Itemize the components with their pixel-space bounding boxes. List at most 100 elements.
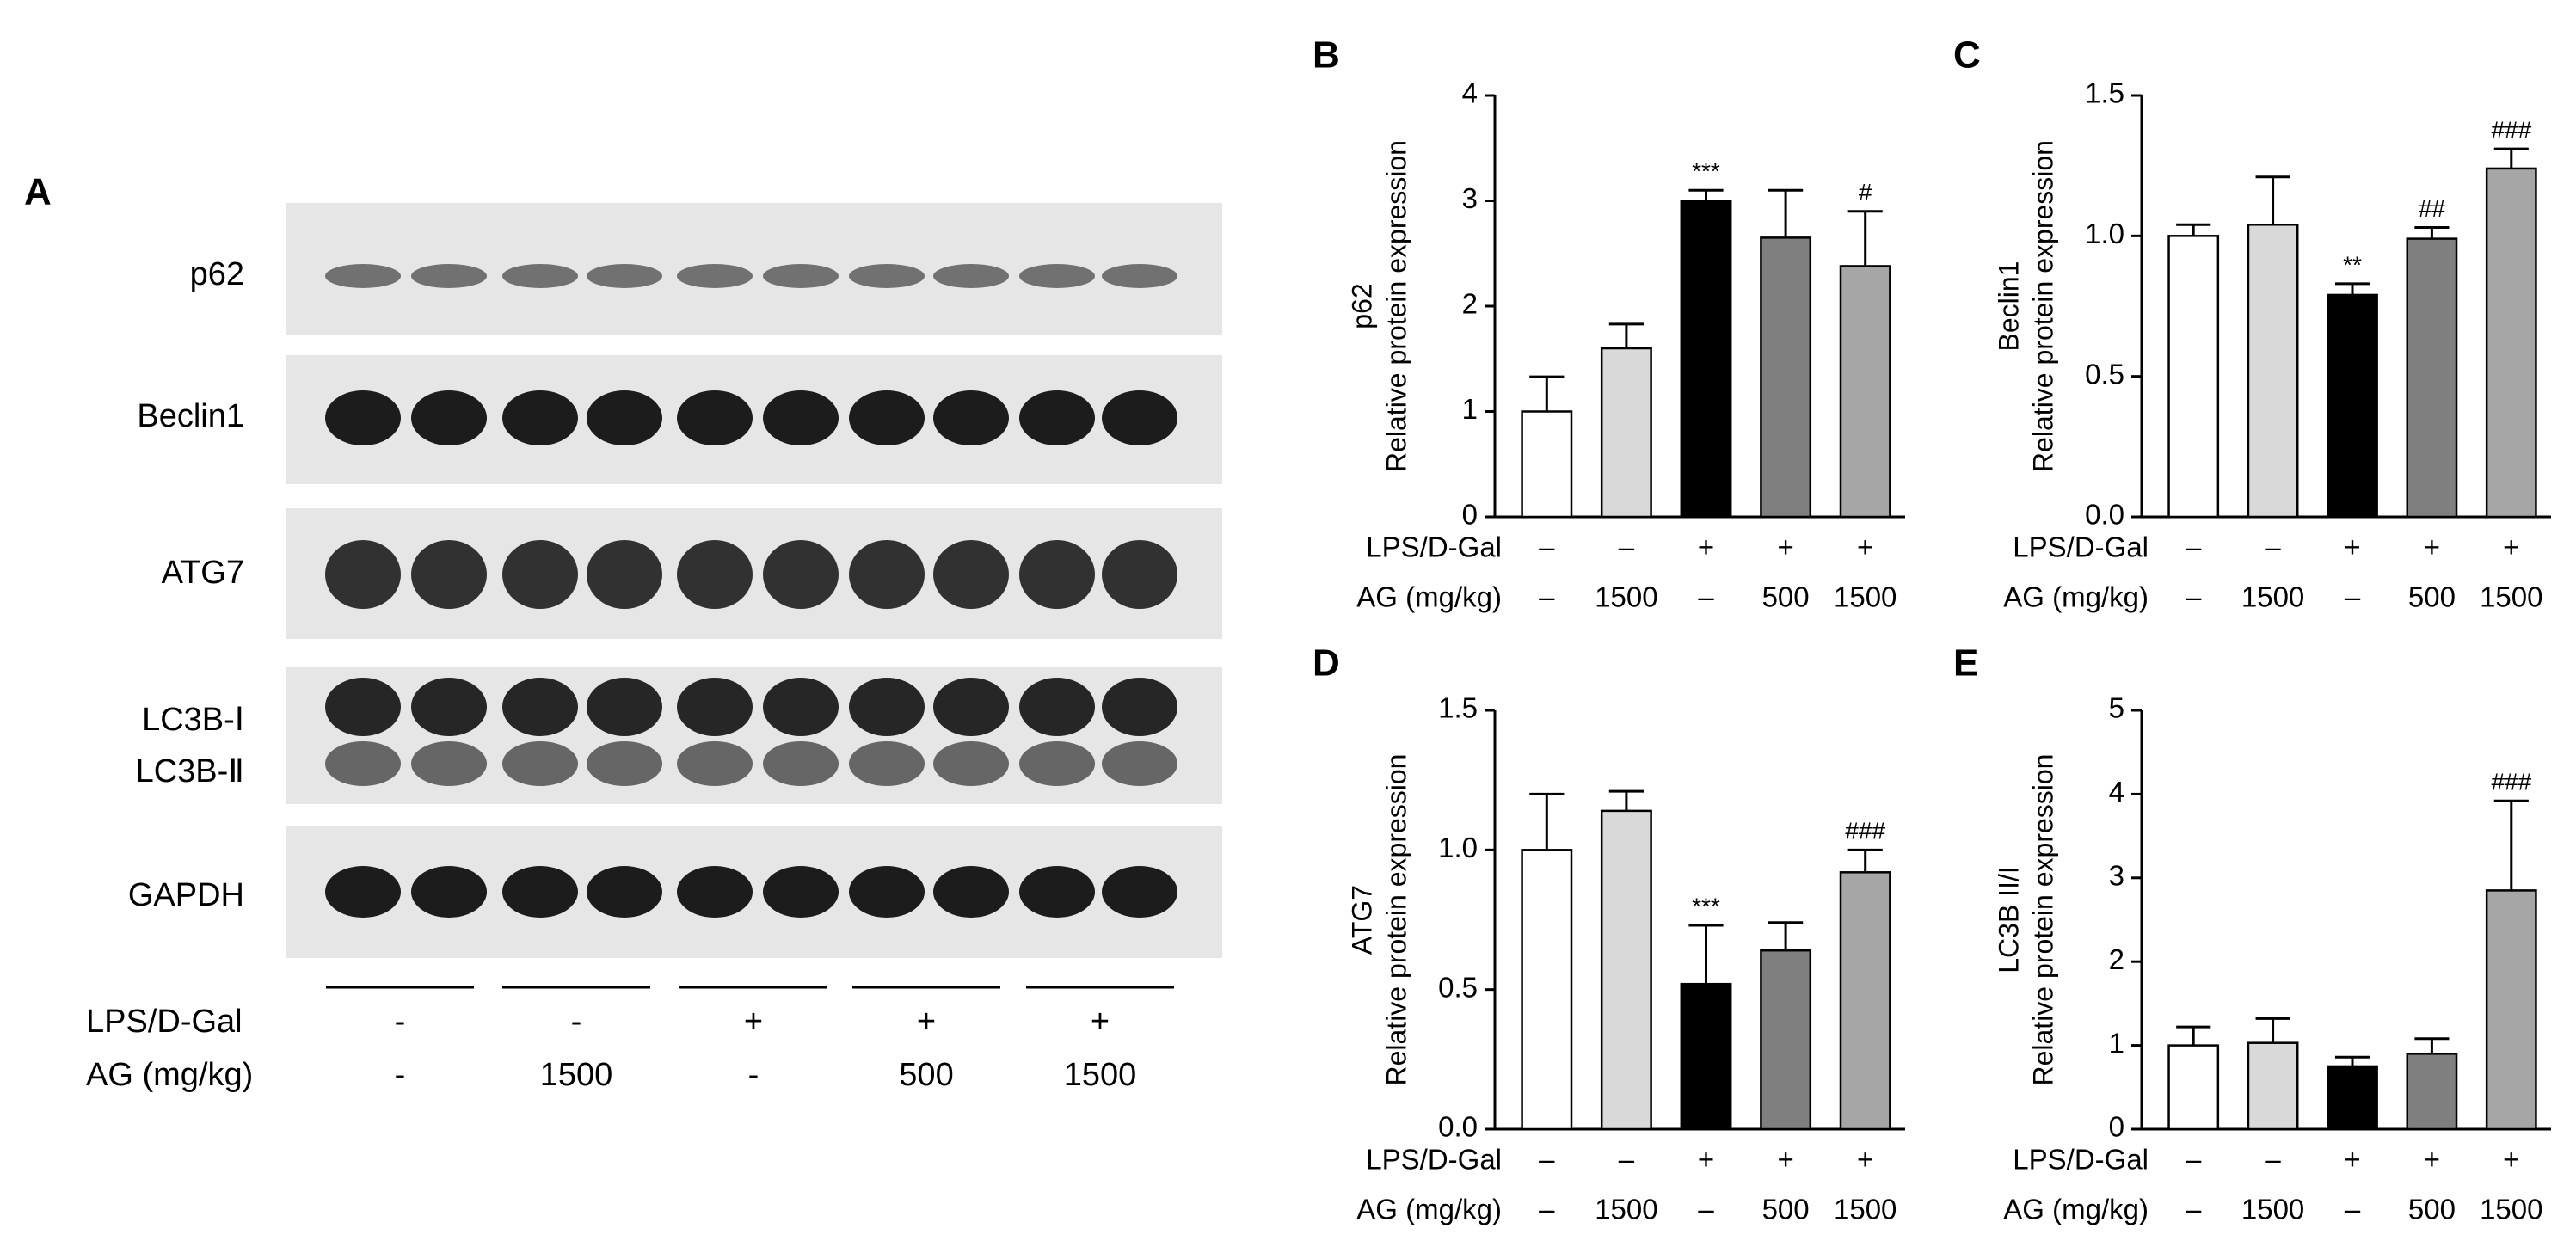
y-tick-label: 0.5	[2085, 358, 2124, 390]
condition-value: -	[748, 1057, 759, 1093]
panel-label: C	[1953, 34, 1981, 77]
blot-band	[763, 866, 839, 918]
condition-value: –	[2186, 1144, 2202, 1176]
y-axis-label: LC3B II/I	[1993, 866, 2024, 974]
blot-band	[325, 866, 401, 918]
condition-value: 1500	[1834, 1194, 1897, 1225]
condition-value: –	[2186, 531, 2202, 563]
band-label: LC3B-Ⅰ	[142, 702, 244, 738]
condition-value: +	[1698, 1144, 1714, 1176]
blot-band	[325, 741, 401, 786]
condition-value: 1500	[2480, 1194, 2542, 1225]
blot-band	[587, 264, 662, 288]
y-tick-label: 0	[1462, 499, 1478, 531]
y-axis-label: Relative protein expression	[1380, 140, 1411, 472]
blot-band	[849, 264, 925, 288]
condition-value: –	[1539, 1194, 1555, 1225]
bar	[2485, 167, 2537, 519]
band-label: ATG7	[162, 555, 244, 591]
condition-label: AG (mg/kg)	[2003, 1194, 2149, 1225]
panel-label: D	[1313, 642, 1340, 685]
bar	[1760, 949, 1812, 1131]
condition-value: +	[917, 1004, 936, 1040]
condition-value: +	[1777, 1144, 1793, 1176]
condition-value: –	[1619, 1144, 1635, 1176]
blot-band	[502, 741, 578, 786]
bar	[1680, 982, 1732, 1131]
condition-value: 1500	[1595, 581, 1657, 613]
y-tick-label: 0.0	[1438, 1111, 1478, 1143]
bar	[1600, 809, 1652, 1131]
y-tick-label: 5	[2109, 692, 2124, 724]
blot-band	[1019, 866, 1095, 918]
blot-band	[587, 540, 662, 609]
blot-band	[677, 390, 753, 445]
condition-value: 500	[899, 1057, 953, 1093]
significance-label: ###	[1845, 818, 1885, 845]
condition-value: 500	[1762, 581, 1810, 613]
blot-band	[933, 390, 1009, 445]
condition-label: AG (mg/kg)	[1356, 1194, 1502, 1225]
condition-value: +	[2503, 531, 2519, 563]
bar	[1521, 849, 1573, 1131]
significance-label: ###	[2491, 116, 2531, 143]
y-tick-label: 0	[2109, 1111, 2124, 1143]
band-label: Beclin1	[137, 398, 244, 434]
blot-band	[502, 390, 578, 445]
blot-band	[502, 678, 578, 736]
y-axis-label: Relative protein expression	[2027, 140, 2058, 472]
blot-band	[411, 678, 487, 736]
condition-label: AG (mg/kg)	[1356, 581, 1502, 613]
y-tick-label: 1	[1462, 393, 1478, 425]
condition-value: –	[1539, 1144, 1555, 1176]
y-tick-label: 3	[2109, 860, 2124, 892]
blot-band	[677, 741, 753, 786]
condition-value: –	[2265, 1144, 2281, 1176]
y-tick-label: 1.5	[2085, 77, 2124, 109]
band-label: p62	[190, 256, 244, 292]
condition-label: LPS/D-Gal	[86, 1004, 243, 1040]
blot-band	[849, 866, 925, 918]
blot-band	[763, 678, 839, 736]
condition-value: -	[395, 1004, 406, 1040]
blot-band	[1102, 540, 1177, 609]
condition-value: 1500	[1595, 1194, 1657, 1225]
y-tick-label: 2	[1462, 288, 1478, 320]
blot-band	[411, 741, 487, 786]
blot-band	[411, 390, 487, 445]
bar	[2167, 1044, 2220, 1131]
condition-value: 500	[2408, 1194, 2456, 1225]
condition-value: –	[2345, 1194, 2361, 1225]
bar	[1839, 265, 1891, 519]
condition-value: 1500	[2241, 1194, 2304, 1225]
y-tick-label: 1	[2109, 1027, 2124, 1059]
blot-band	[502, 540, 578, 609]
condition-value: -	[395, 1057, 406, 1093]
condition-value: +	[744, 1004, 763, 1040]
y-tick-label: 4	[2109, 776, 2124, 808]
condition-value: +	[1857, 531, 1873, 563]
blot-band	[1102, 866, 1177, 918]
significance-label: ###	[2491, 769, 2531, 795]
bar	[1760, 236, 1812, 519]
blot-band	[933, 741, 1009, 786]
condition-label: AG (mg/kg)	[2003, 581, 2149, 613]
condition-value: 1500	[2241, 581, 2304, 613]
condition-value: –	[1539, 581, 1555, 613]
blot-band	[502, 264, 578, 288]
blot-band	[677, 264, 753, 288]
condition-value: 1500	[1064, 1057, 1137, 1093]
blot-band	[587, 866, 662, 918]
significance-label: ***	[1692, 893, 1720, 919]
blot-band	[325, 264, 401, 288]
condition-value: +	[1698, 531, 1714, 563]
y-tick-label: 3	[1462, 182, 1478, 214]
blot-band	[933, 866, 1009, 918]
blot-band	[933, 540, 1009, 609]
significance-label: ***	[1692, 158, 1720, 185]
blot-band	[325, 540, 401, 609]
bar	[2247, 1041, 2299, 1131]
condition-value: +	[2503, 1144, 2519, 1176]
bar	[2406, 1053, 2458, 1131]
blot-band	[1019, 264, 1095, 288]
